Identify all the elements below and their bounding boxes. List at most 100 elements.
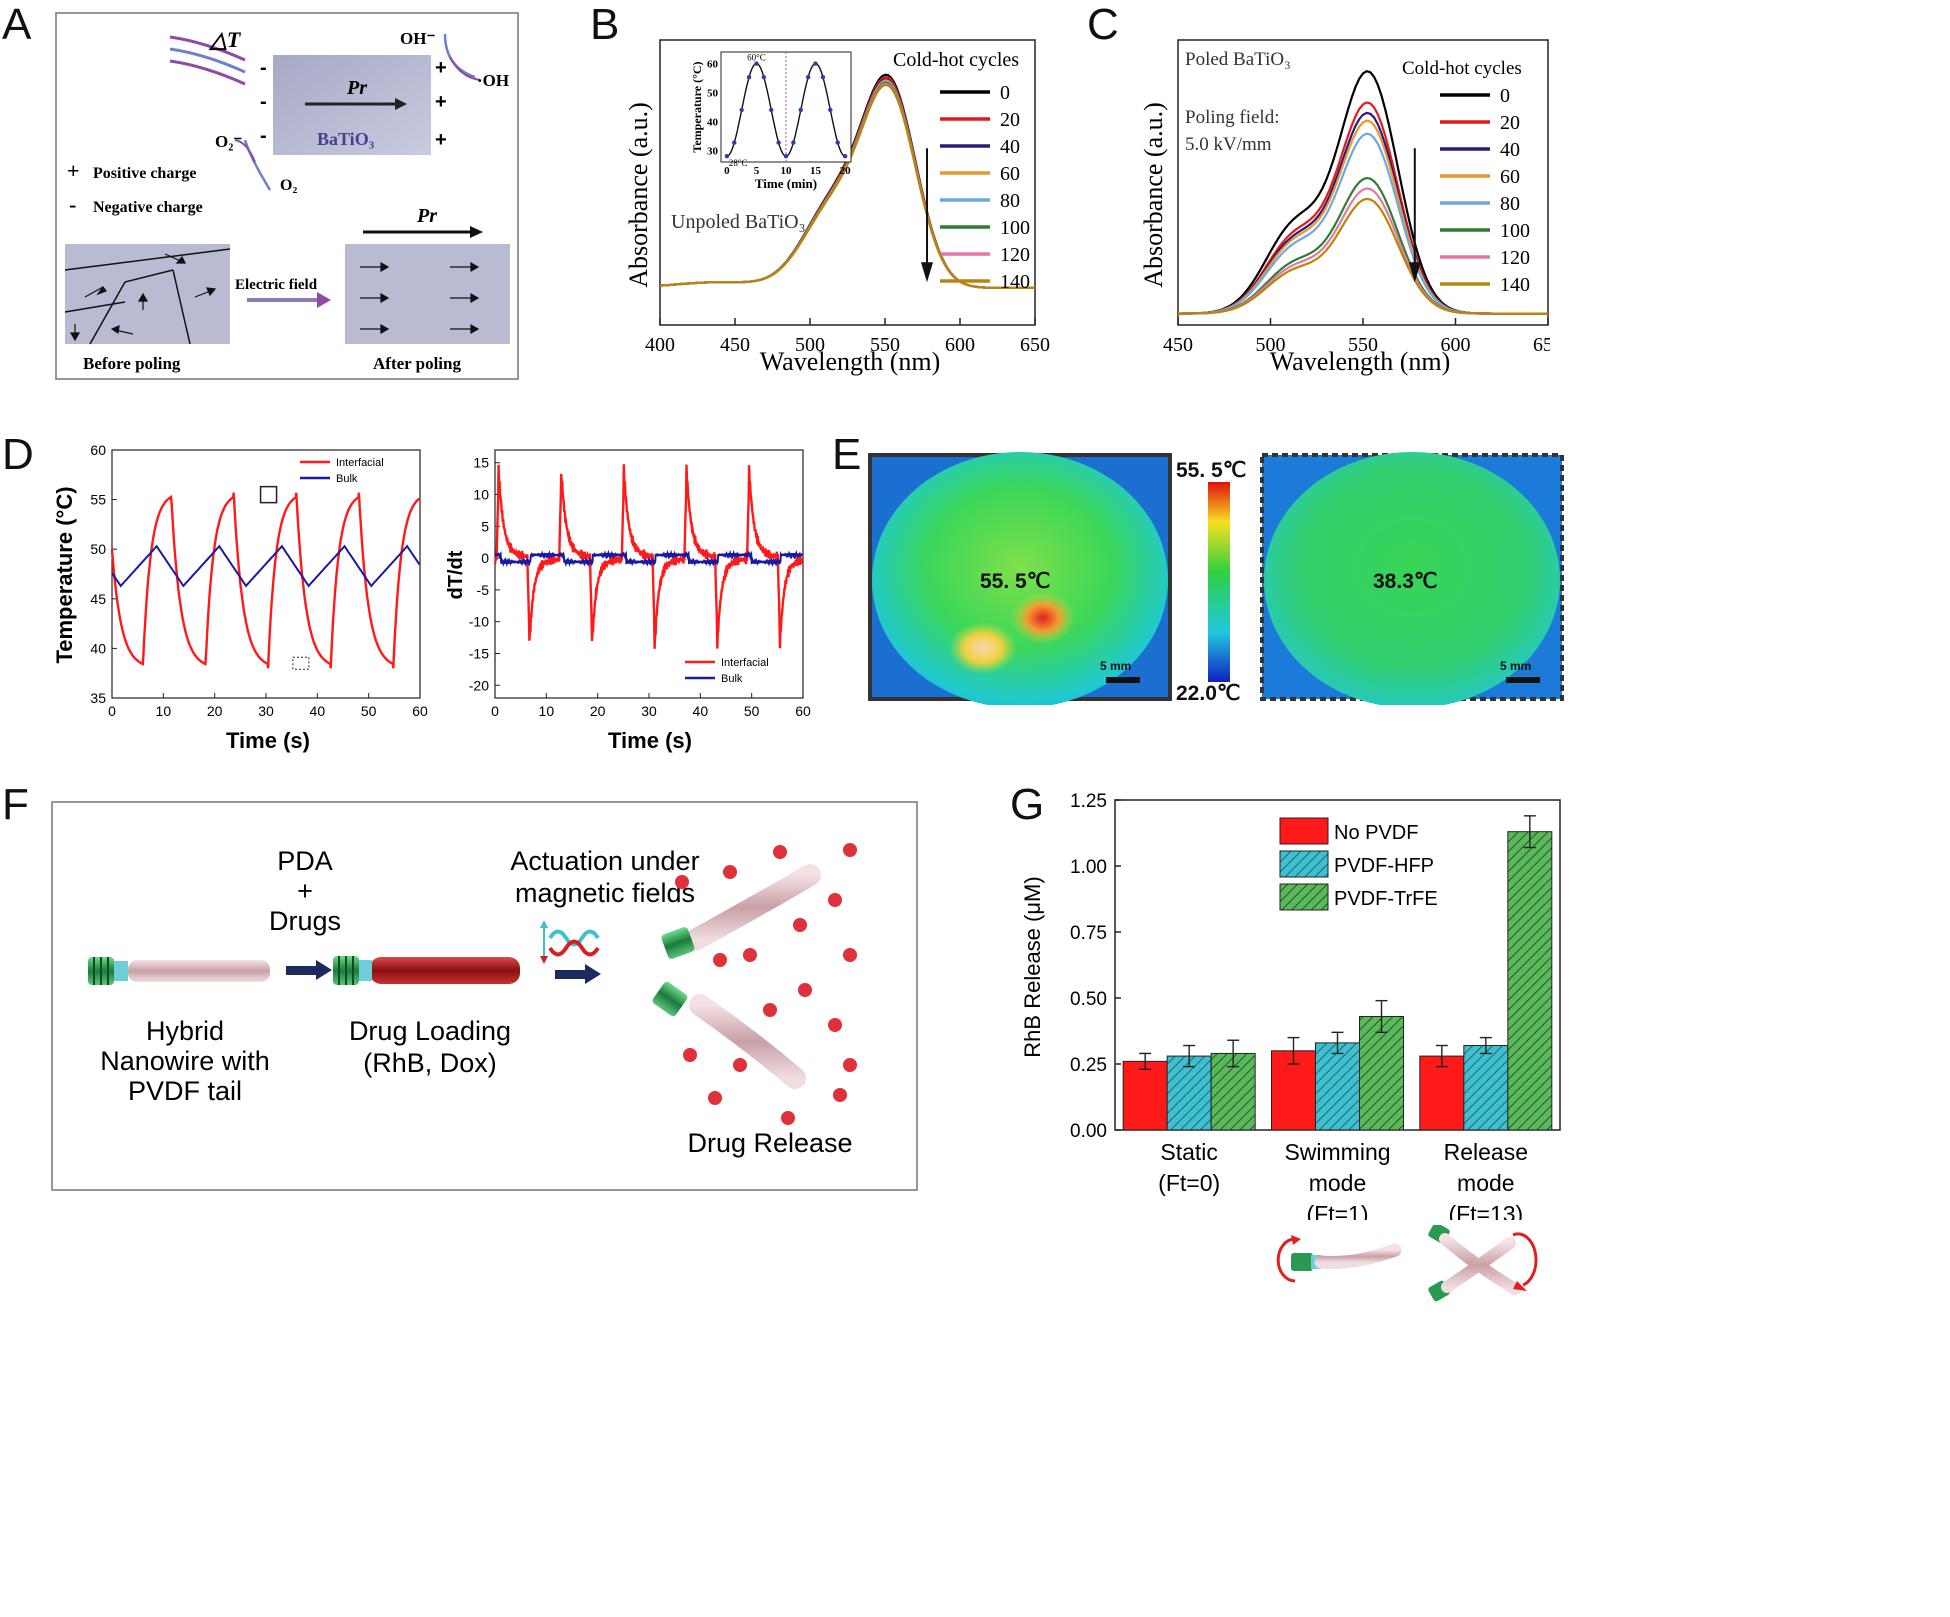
- c-xtick-label: 550: [1348, 334, 1378, 356]
- dl-ytick-label: 60: [90, 442, 106, 458]
- b-inset-label-min: 28°C: [729, 158, 748, 168]
- dl-ytick-label: 50: [90, 541, 106, 557]
- b-inset-point: [732, 140, 737, 145]
- panel-e-thermal: 55. 5℃ 5 mm 55. 5℃ 22.0℃ 38.3℃ 5 mm: [868, 452, 1564, 705]
- g-bar: [1507, 831, 1553, 1131]
- f-label1-line2: Nanowire with: [100, 1046, 270, 1076]
- g-legend-label: PVDF-TrFE: [1334, 888, 1438, 910]
- dr-xtick-label: 50: [744, 703, 760, 719]
- c-legend-label: 120: [1500, 247, 1530, 269]
- panel-a: △T Pr BaTiO₃ - - - + + + OH⁻ ·OH O₂⁻ O₂ + Po…: [55, 12, 519, 380]
- panel-letter-a: A: [2, 0, 32, 49]
- panel-letter-c: C: [1087, 0, 1119, 49]
- b-legend-label: 40: [1000, 136, 1020, 158]
- e-color-scale: [1208, 482, 1230, 682]
- dl-legend-label: Bulk: [336, 473, 358, 485]
- dr-ytick-label: 15: [473, 455, 489, 471]
- c-legend-title: Cold-hot cycles: [1402, 58, 1522, 79]
- b-legend-label: 0: [1000, 82, 1010, 104]
- g-ytick-label: 0.75: [1070, 923, 1107, 944]
- c-legend-label: 0: [1500, 85, 1510, 107]
- panel-letter-g: G: [1010, 780, 1045, 829]
- b-inset-xtick-label: 0: [724, 165, 730, 177]
- g-ytick-label: 0.00: [1070, 1121, 1107, 1142]
- b-inset-point: [805, 74, 811, 80]
- g-category-label: (Ft=0): [1158, 1170, 1220, 1196]
- b-annotation: Unpoled BaTiO₃: [671, 211, 806, 233]
- g-category-label: mode: [1309, 1170, 1367, 1196]
- dl-ytick-label: 40: [90, 640, 106, 656]
- negative-charge-label: Negative charge: [93, 199, 203, 216]
- b-legend-label: 60: [1000, 163, 1020, 185]
- f-step1-top: PDA: [277, 846, 333, 876]
- panel-c-chart: Absorbance (a.u.) Wavelength (nm) Poled …: [1139, 39, 1550, 376]
- e-scale-min: 22.0℃: [1176, 682, 1240, 705]
- b-inset-point: [776, 140, 781, 145]
- dr-ytick-label: -15: [469, 645, 489, 661]
- svg-text:-: -: [260, 125, 267, 147]
- f-label2-line2: (RhB, Dox): [363, 1048, 497, 1078]
- c-legend-label: 60: [1500, 166, 1520, 188]
- b-inset-point: [761, 74, 767, 80]
- b-legend-title: Cold-hot cycles: [893, 49, 1019, 71]
- g-category-label: Swimming: [1284, 1139, 1390, 1165]
- c-legend-label: 80: [1500, 193, 1520, 215]
- o2-minus-label: O₂⁻: [215, 132, 242, 151]
- dl-series-line: [110, 492, 421, 669]
- dl-min-marker: [292, 656, 310, 670]
- dr-ytick-label: -5: [477, 582, 490, 598]
- dl-ytick-label: 35: [90, 690, 106, 706]
- dr-xtick-label: 20: [590, 703, 606, 719]
- c-legend-label: 40: [1500, 139, 1520, 161]
- c-annotation-3: 5.0 kV/mm: [1185, 134, 1272, 155]
- dr-ytick-label: 10: [473, 487, 489, 503]
- b-legend-label: 20: [1000, 109, 1020, 131]
- b-inset-point: [739, 107, 744, 113]
- dr-ylabel: dT/dt: [445, 550, 467, 599]
- b-inset-point: [820, 74, 826, 80]
- f-label1-line3: PVDF tail: [128, 1076, 242, 1106]
- after-poling-label: After poling: [373, 354, 461, 373]
- b-inset-point: [769, 107, 774, 113]
- f-step2-line1: Actuation under: [510, 846, 699, 876]
- g-bar: [1463, 1045, 1509, 1131]
- b-inset-point: [754, 61, 759, 66]
- dr-xtick-label: 30: [641, 703, 657, 719]
- g-legend-swatch: [1279, 850, 1329, 878]
- rotate-icon-release: [1512, 1232, 1538, 1287]
- dl-legend-label: Interfacial: [336, 457, 384, 469]
- dr-ytick-label: 0: [481, 550, 489, 566]
- c-plot-frame: [1177, 39, 1549, 326]
- dl-series-line: [111, 544, 421, 588]
- b-xtick-label: 400: [645, 334, 675, 356]
- dr-legend-label: Bulk: [721, 673, 743, 685]
- g-bar: [1166, 1055, 1212, 1131]
- e-scalebar-left: 5 mm: [1100, 659, 1131, 673]
- g-category-label: (Ft=1): [1307, 1201, 1369, 1220]
- b-xlabel: Wavelength (nm): [760, 347, 941, 376]
- b-inset-ytick-label: 30: [707, 145, 719, 157]
- panel-g-chart: RhB Release (μM) 0.00 0.25 0.50 0.75 1.00 1.2…: [1020, 791, 1561, 1220]
- g-legend-label: No PVDF: [1334, 822, 1418, 844]
- c-annotation-2: Poling field:: [1185, 107, 1279, 128]
- panel-letter-b: B: [590, 0, 620, 49]
- dr-xlabel: Time (s): [608, 728, 692, 753]
- dr-xtick-label: 60: [795, 703, 811, 719]
- g-legend-label: PVDF-HFP: [1334, 855, 1434, 877]
- b-legend-label: 120: [1000, 244, 1030, 266]
- g-ytick-label: 1.25: [1070, 791, 1107, 812]
- b-inset-point: [798, 107, 803, 113]
- c-xlabel: Wavelength (nm): [1270, 347, 1451, 376]
- o2-label: O₂: [280, 177, 297, 194]
- b-legend-label: 80: [1000, 190, 1020, 212]
- g-ytick-label: 1.00: [1070, 857, 1107, 878]
- b-series-line: [659, 83, 1035, 289]
- b-inset-point: [746, 74, 752, 80]
- g-legend-swatch: [1279, 883, 1329, 911]
- g-ytick-label: 0.50: [1070, 989, 1107, 1010]
- e-right-temp: 38.3℃: [1373, 570, 1437, 593]
- svg-text:+: +: [435, 91, 447, 113]
- c-legend-label: 140: [1500, 274, 1530, 296]
- hotspot-1: [1011, 592, 1075, 644]
- f-label2-line1: Drug Loading: [349, 1016, 511, 1046]
